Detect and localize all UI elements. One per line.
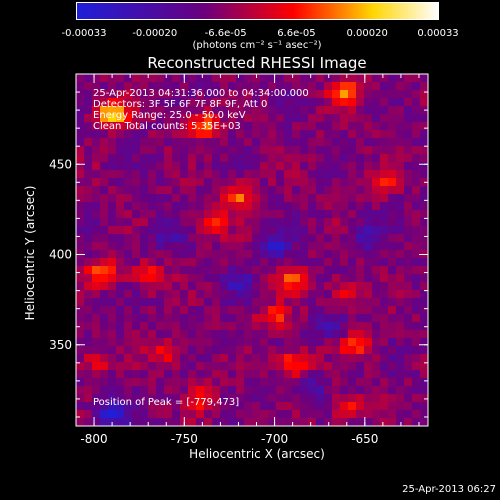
colorbar-tick-label: -0.00020 bbox=[132, 28, 178, 39]
info-total-counts: Clean Total counts: 5.35E+03 bbox=[93, 121, 241, 132]
colorbar-tick-label: 6.6e-05 bbox=[277, 28, 316, 39]
colorbar-tick-label: 0.00020 bbox=[346, 28, 388, 39]
colorbar-tick-label: -6.6e-05 bbox=[204, 28, 247, 39]
colorbar bbox=[76, 2, 439, 20]
colorbar-unit: (photons cm⁻² s⁻¹ asec⁻²) bbox=[192, 40, 322, 51]
y-tick-label: 450 bbox=[49, 157, 72, 171]
x-tick-label: -750 bbox=[171, 432, 198, 446]
x-tick-label: -650 bbox=[351, 432, 378, 446]
y-axis-label: Heliocentric Y (arcsec) bbox=[23, 185, 37, 321]
chart-title: Reconstructed RHESSI Image bbox=[147, 54, 367, 72]
colorbar-tick-label: -0.00033 bbox=[61, 28, 107, 39]
heatmap-image bbox=[76, 74, 428, 426]
info-time-range: 25-Apr-2013 04:31:36.000 to 04:34:00.000 bbox=[93, 88, 309, 99]
y-tick-label: 400 bbox=[49, 248, 72, 262]
x-axis-label: Heliocentric X (arcsec) bbox=[189, 447, 325, 461]
y-tick-label: 350 bbox=[49, 338, 72, 352]
info-peak-position: Position of Peak = [-779,473] bbox=[93, 397, 240, 408]
plot-frame bbox=[75, 73, 429, 427]
x-tick-label: -800 bbox=[80, 432, 107, 446]
x-tick-label: -700 bbox=[261, 432, 288, 446]
info-detectors: Detectors: 3F 5F 6F 7F 8F 9F, Att 0 bbox=[93, 99, 268, 110]
timestamp: 25-Apr-2013 06:27 bbox=[402, 484, 496, 495]
colorbar-tick-label: 0.00033 bbox=[417, 28, 459, 39]
info-energy-range: Energy Range: 25.0 - 50.0 keV bbox=[93, 110, 246, 121]
